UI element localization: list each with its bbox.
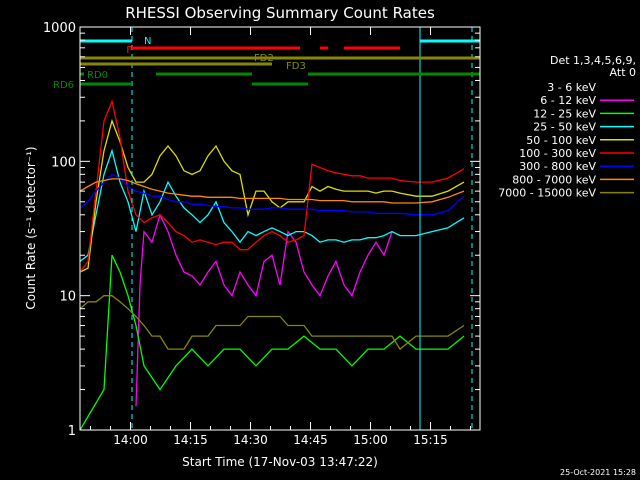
series-line-300-800-kev [79,173,465,216]
y-tick-label: 10 [59,290,76,305]
series-line-50-100-kev [79,118,465,273]
legend-entry-label: 12 - 25 keV [533,107,596,120]
plot-frame [79,26,481,431]
state-bar-label: FD2 [254,53,274,64]
series-line-7000-15000-kev [79,295,465,351]
legend-entry-label: 300 - 800 keV [519,160,596,173]
x-tick-label: 15:00 [353,433,388,447]
ticks-layer: 14:00 14:15 14:30 14:45 15:00 15:15 1 10 100 1000 [43,21,480,447]
state-bar-label: N [144,36,151,47]
state-bar-label: FD3 [286,61,306,72]
render-timestamp: 25-Oct-2021 15:28 [560,468,636,477]
x-tick-label: 14:45 [293,433,328,447]
legend-entry-label: 100 - 300 keV [519,147,596,160]
legend-entry-label: 7000 - 15000 keV [498,187,596,200]
y-tick-label: 1 [68,424,76,439]
state-bar-label: RD0 [87,70,108,81]
series-line-100-300-kev [79,99,465,273]
y-tick-label: 100 [51,155,76,170]
legend-header: Det 1,3,4,5,6,9, [550,54,636,67]
series-line-800-7000-kev [79,178,465,204]
state-bar-label: F [126,45,132,56]
x-tick-label: 15:15 [413,433,448,447]
x-tick-label: 14:15 [173,433,208,447]
state-bar-label: RD6 [53,80,74,91]
chart-title: RHESSI Observing Summary Count Rates [125,4,435,22]
y-tick-label: 1000 [43,21,76,36]
x-tick-label: 14:00 [113,433,148,447]
x-axis-label: Start Time (17-Nov-03 13:47:22) [182,455,378,469]
legend-header: Att 0 [610,66,636,79]
legend-entry-label: 50 - 100 keV [526,134,596,147]
y-axis-label: Count Rate (s⁻¹ detector⁻¹) [24,146,38,309]
legend-entry-label: 25 - 50 keV [533,121,596,134]
x-tick-label: 14:30 [233,433,268,447]
legend-entry-label: 800 - 7000 keV [512,173,596,186]
state-bars-layer: N F FD2 FD3 RD0 RD6 [53,36,480,91]
legend-entry-label: 6 - 12 keV [540,94,596,107]
legend-entry-label: 3 - 6 keV [547,81,596,94]
series-line-6-12-kev [135,212,393,407]
series-layer [79,99,465,431]
